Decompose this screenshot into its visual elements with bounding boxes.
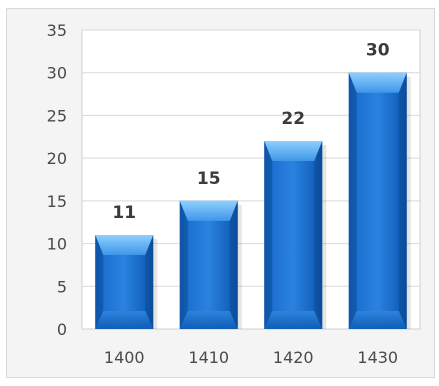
y-tick-label-15: 15: [47, 192, 67, 211]
bar-left-bevel-1410: [179, 200, 188, 329]
bar-right-bevel-1410: [229, 200, 238, 329]
bar-top-bevel-1400: [95, 235, 154, 256]
bar-top-bevel-1410: [179, 200, 238, 221]
bar-right-bevel-1420: [314, 141, 323, 329]
y-tick-label-30: 30: [47, 64, 67, 83]
data-label-1410: 15: [197, 169, 221, 189]
bar-1430: [348, 72, 407, 329]
x-tick-label-1410: 1410: [188, 348, 229, 367]
y-tick-label-0: 0: [57, 320, 67, 339]
y-tick-label-20: 20: [47, 149, 67, 168]
x-tick-label-1400: 1400: [104, 348, 145, 367]
bar-left-bevel-1400: [95, 235, 104, 329]
y-tick-label-10: 10: [47, 235, 67, 254]
bar-bottom-bevel-1420: [264, 311, 323, 329]
bar-bottom-bevel-1430: [348, 311, 407, 329]
y-tick-label-25: 25: [47, 106, 67, 125]
x-tick-label-1430: 1430: [357, 348, 398, 367]
bar-right-bevel-1430: [398, 72, 407, 329]
data-label-1420: 22: [281, 109, 305, 129]
bar-1410: [179, 200, 238, 329]
data-label-1430: 30: [366, 41, 390, 61]
y-tick-label-35: 35: [47, 21, 67, 40]
bar-top-bevel-1430: [348, 72, 407, 93]
bar-left-bevel-1430: [348, 72, 357, 329]
data-label-1400: 11: [112, 203, 136, 223]
bar-bottom-bevel-1400: [95, 311, 154, 329]
bar-left-bevel-1420: [264, 141, 273, 329]
bar-right-bevel-1400: [145, 235, 154, 329]
y-tick-label-5: 5: [57, 277, 67, 296]
bar-top-bevel-1420: [264, 141, 323, 162]
bar-1420: [264, 141, 323, 329]
x-tick-label-1420: 1420: [273, 348, 314, 367]
bar-bottom-bevel-1410: [179, 311, 238, 329]
